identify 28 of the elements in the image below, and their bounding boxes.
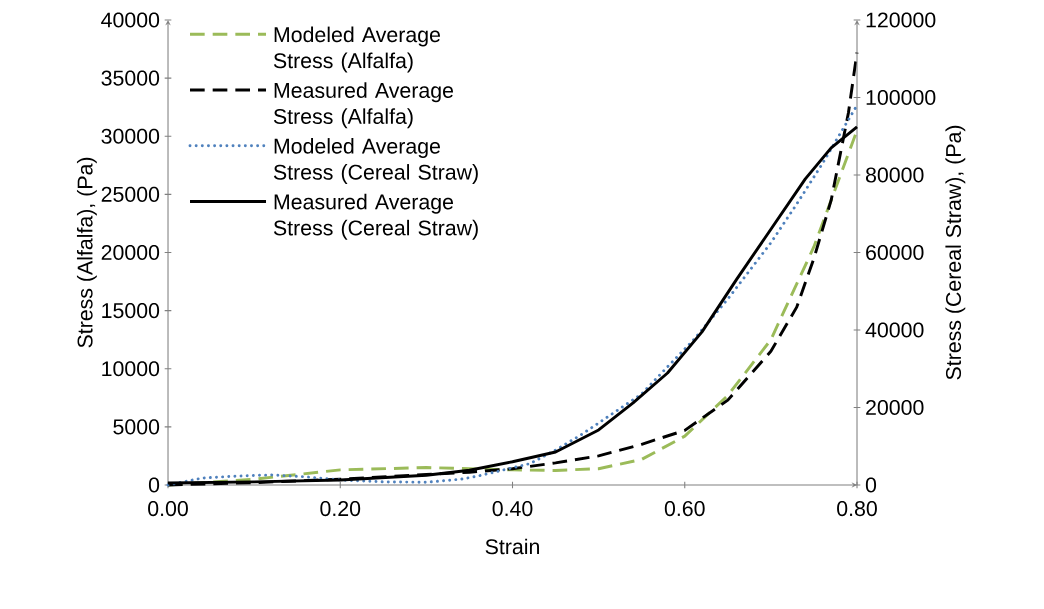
y-tick-label: 40000 bbox=[101, 12, 160, 28]
legend-label: Modeled Average Stress (Alfalfa) bbox=[273, 26, 440, 73]
y-tick-label: 30000 bbox=[101, 128, 160, 144]
y-tick-label: 20000 bbox=[101, 244, 160, 261]
y2-tick-label: 100000 bbox=[866, 89, 936, 106]
x-tick-label: 0.20 bbox=[320, 501, 361, 517]
y2-tick-label: 20000 bbox=[866, 399, 924, 416]
y2-tick-label: 40000 bbox=[865, 322, 924, 338]
y-axis-title: Stress (Alfalfa), (Pa) bbox=[76, 157, 97, 348]
y-tick-label: 5000 bbox=[113, 419, 160, 435]
legend-label: Measured Average Stress (Cereal Straw) bbox=[273, 193, 478, 240]
x-tick-label: 0.80 bbox=[837, 501, 877, 517]
y-tick-label: 35000 bbox=[101, 70, 160, 86]
x-tick-label: 0.40 bbox=[492, 501, 533, 517]
legend-label: Measured Average Stress (Alfalfa) bbox=[273, 82, 454, 129]
x-axis-title: Strain bbox=[485, 538, 539, 555]
y2-tick-label: 0 bbox=[865, 477, 877, 493]
x-tick-label: 0.60 bbox=[664, 501, 705, 517]
y-tick-label: 0 bbox=[148, 477, 160, 493]
x-tick-label: 0.00 bbox=[148, 501, 188, 517]
y-tick-label: 25000 bbox=[101, 186, 160, 202]
y2-tick-label: 80000 bbox=[865, 167, 924, 183]
y2-tick-label: 120000 bbox=[866, 12, 936, 28]
y2-tick-label: 60000 bbox=[866, 244, 924, 261]
y2-axis-title: Stress (Cereal Straw), (Pa) bbox=[945, 125, 966, 380]
y-tick-label: 15000 bbox=[102, 303, 160, 319]
y-tick-label: 10000 bbox=[102, 361, 160, 377]
legend-label: Modeled Average Stress (Cereal Straw) bbox=[273, 138, 478, 184]
